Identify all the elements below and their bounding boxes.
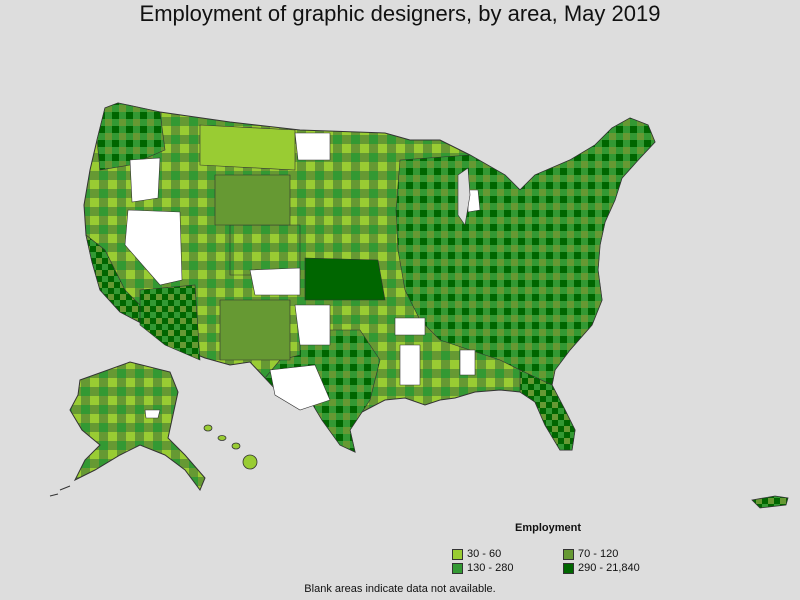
legend-swatch: [563, 548, 574, 560]
legend-item-30-60: 30 - 60: [452, 548, 501, 560]
alaska-no-data: [144, 409, 161, 419]
legend-swatch: [563, 562, 574, 574]
map-title: Employment of graphic designers, by area…: [139, 1, 661, 26]
no-data-west-texas: [269, 364, 331, 411]
no-data-north-dakota: [294, 132, 331, 161]
legend-swatch: [452, 548, 463, 560]
footnote: Blank areas indicate data not available.: [304, 583, 496, 595]
arizona-region: [139, 284, 201, 361]
no-data-texas-panhandle: [294, 304, 331, 346]
no-data-mississippi: [399, 344, 421, 386]
montana-region: [199, 124, 296, 171]
no-data-oregon-east: [129, 157, 161, 203]
no-data-colorado: [249, 267, 301, 296]
florida-region: [519, 369, 576, 451]
legend-label: 30 - 60: [467, 548, 502, 560]
legend-label: 290 - 21,840: [578, 562, 640, 574]
alaska-aleutians: [49, 485, 71, 497]
legend-title: Employment: [515, 522, 582, 534]
legend-label: 130 - 280: [467, 562, 514, 574]
no-data-alabama: [459, 349, 476, 376]
legend-label: 70 - 120: [578, 548, 619, 560]
new-mexico-region: [219, 299, 291, 361]
colorado-region: [229, 224, 301, 276]
hawaii-region: [203, 424, 258, 470]
puerto-rico-region: [751, 495, 789, 509]
kansas-region: [304, 257, 386, 301]
wyoming-region: [214, 174, 291, 226]
legend-swatch: [452, 562, 463, 574]
legend-item-70-120: 70 - 120: [563, 548, 618, 560]
legend-item-290-21840: 290 - 21,840: [563, 562, 640, 574]
pacific-northwest: [96, 102, 166, 171]
no-data-arkansas: [394, 317, 426, 336]
legend-item-130-280: 130 - 280: [452, 562, 513, 574]
alaska-region: [69, 361, 206, 491]
lake-michigan: [457, 167, 471, 226]
no-data-nevada: [124, 209, 183, 286]
